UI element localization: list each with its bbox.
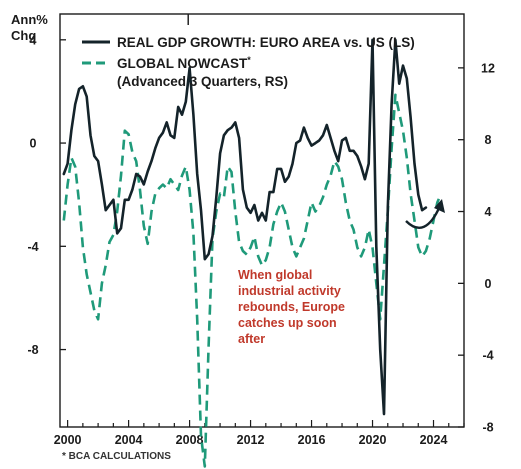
text-cursor-icon: I	[186, 11, 190, 29]
right-tick-label: -8	[482, 421, 493, 435]
annotation-line: industrial activity	[238, 284, 341, 298]
annotation-line: rebounds, Europe	[238, 300, 345, 314]
x-tick-label: 2008	[176, 433, 204, 447]
right-tick-label: -4	[482, 349, 493, 363]
right-tick-label: 4	[485, 205, 492, 219]
left-tick-label: -4	[27, 240, 38, 254]
curved-arrow-icon	[405, 199, 445, 229]
x-tick-label: 2016	[298, 433, 326, 447]
series-layer	[62, 38, 443, 468]
x-axis: 2000 2004 2008 2012 2016 2020 2024	[54, 420, 465, 447]
left-tick-label: -8	[27, 343, 38, 357]
left-tick-label: 4	[30, 33, 37, 47]
right-axis: 12 8 4 0 -4 -8	[458, 61, 495, 435]
annotation: When global industrial activity rebounds…	[238, 268, 345, 346]
left-axis-unit-line2: Chg	[11, 28, 36, 43]
left-axis-unit-line1: Ann%	[11, 12, 48, 27]
annotation-line: after	[238, 332, 265, 346]
right-tick-label: 0	[485, 277, 492, 291]
x-tick-label: 2020	[359, 433, 387, 447]
left-axis: 4 0 -4 -8	[27, 33, 66, 357]
annotation-line: catches up soon	[238, 316, 337, 330]
x-tick-label: 2012	[237, 433, 265, 447]
x-tick-label: 2000	[54, 433, 82, 447]
x-tick-label: 2024	[420, 433, 448, 447]
series-line-real-gdp-growth	[62, 38, 428, 416]
legend-dashed-label: GLOBAL NOWCAST*	[117, 55, 251, 71]
legend-solid-label: REAL GDP GROWTH: EURO AREA vs. US (LS)	[117, 35, 415, 50]
left-tick-label: 0	[30, 137, 37, 151]
legend-dashed-sublabel: (Advanced 3 Quarters, RS)	[117, 74, 288, 89]
legend: REAL GDP GROWTH: EURO AREA vs. US (LS) G…	[82, 35, 415, 89]
right-tick-label: 8	[485, 133, 492, 147]
x-tick-label: 2004	[115, 433, 143, 447]
footnote: * BCA CALCULATIONS	[62, 451, 171, 462]
right-tick-label: 12	[481, 61, 495, 75]
plot-frame	[59, 13, 465, 428]
annotation-line: When global	[238, 268, 312, 282]
